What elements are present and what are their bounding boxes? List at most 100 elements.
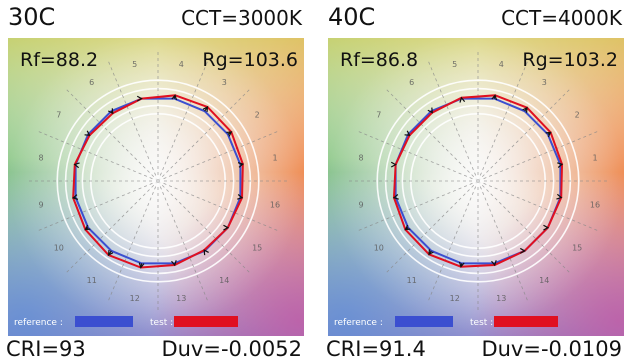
hue-bin-label: 4 [499,60,504,69]
hue-bin-label: 6 [409,78,414,87]
hue-bin-label: 5 [132,60,137,69]
legend-reference-label: reference : [14,318,63,328]
hue-bin-line [37,180,159,232]
hue-bin-label: 7 [56,111,61,120]
shift-arrow-head [404,130,411,136]
legend-test-swatch [174,316,238,327]
hue-bin-line [65,88,159,182]
panel-title: 30C [8,3,56,31]
hue-bin-label: 4 [179,60,184,69]
hue-bin-line [157,130,279,182]
chart-panel-30c: 30C CCT=3000K 1 2 3 4 5 6 7 8 9 10 11 12 13 14 15 16 Rf=… [6,0,306,364]
shift-arrow-head [237,162,245,168]
legend-reference-label: reference : [334,318,383,328]
hue-bin-line [427,180,479,302]
shift-arrow-head [428,249,434,256]
shift-arrow-head [543,224,550,231]
hue-bin-label: 15 [572,243,582,252]
shift-arrow-head [171,94,178,101]
shift-arrow-head [556,193,563,200]
shift-arrow-head [545,131,552,138]
plot-background-glow [328,38,624,336]
hue-bin-line [357,130,479,182]
hue-bin-line [65,180,159,274]
hue-bin-line [37,130,159,182]
shift-arrow-head [202,105,209,112]
reference-ring [401,104,555,258]
shift-arrow-head [84,130,91,136]
hue-bin-line [477,180,599,232]
hue-bin-line [385,88,479,182]
cct-label: CCT=3000K [181,6,302,30]
plot-background-glow [8,38,304,336]
shift-arrow-head [138,262,145,269]
panel-title: 40C [328,3,376,31]
hue-bin-line [477,60,529,182]
hue-bin-label: 2 [575,111,580,120]
hue-bin-label: 13 [496,294,506,303]
cri-label: CRI=93 [6,337,86,361]
hue-bin-label: 16 [270,200,280,209]
shift-arrow-head [108,108,114,115]
hue-bin-line [157,180,279,232]
hue-bin-line [157,88,251,182]
shift-arrow-head [427,107,433,114]
chart-panel-40c: 40C CCT=4000K 1 2 3 4 5 6 7 8 9 10 11 12 13 14 15 16 Rf=… [326,0,626,364]
hue-bin-label: 6 [89,78,94,87]
shift-arrow-head [459,96,466,103]
hue-bin-line [107,60,159,182]
rf-label: Rf=88.2 [20,49,98,71]
hue-bin-label: 8 [358,154,363,163]
shift-arrow-head [404,224,411,231]
hue-bin-line [357,180,479,232]
hue-bin-label: 12 [450,294,460,303]
shift-arrow-head [203,249,209,256]
cct-label: CCT=4000K [501,6,622,30]
shift-arrow-head [390,161,397,168]
hue-bin-line [477,88,571,182]
shift-arrow-head [136,95,143,102]
shift-arrow-head [519,247,526,254]
shift-arrow-head [458,261,465,268]
legend-test-label: test : [470,318,493,328]
shift-arrow-head [84,224,91,231]
hue-bin-label: 14 [539,276,549,285]
hue-bin-label: 15 [252,243,262,252]
legend-test-swatch [494,316,558,327]
legend-test-label: test : [150,318,173,328]
shift-arrow-head [392,194,399,200]
shift-arrow-head [171,260,177,267]
shift-arrow-head [557,162,564,168]
hue-bin-label: 5 [452,60,457,69]
hue-bin-line [157,180,251,274]
hue-bin-label: 2 [255,111,260,120]
reference-ring [81,104,235,258]
hue-bin-line [157,180,209,302]
hue-bin-label: 1 [592,154,597,163]
cri-label: CRI=91.4 [326,337,426,361]
shift-arrow-head [107,250,114,257]
legend-reference-swatch [395,316,453,327]
hue-bin-line [107,180,159,302]
hue-bin-label: 9 [358,200,363,209]
shift-arrow-head [522,106,528,113]
duv-label: Duv=-0.0109 [481,337,622,361]
hue-bin-label: 9 [38,200,43,209]
hue-bin-label: 10 [54,243,64,252]
shift-arrow-head [491,94,498,101]
hue-bin-label: 7 [376,111,381,120]
shift-arrow-head [73,162,80,169]
hue-bin-label: 1 [272,154,277,163]
shift-arrow-head [226,131,233,137]
reference-ring [56,79,260,283]
hue-bin-label: 3 [542,78,547,87]
hue-bin-label: 14 [219,276,229,285]
hue-bin-label: 12 [130,294,140,303]
hue-bin-line [477,130,599,182]
hue-bin-line [477,180,571,274]
hue-bin-label: 11 [407,276,417,285]
hue-bin-line [427,60,479,182]
color-vector-plot: 1 2 3 4 5 6 7 8 9 10 11 12 13 14 15 16 Rf=88.2 Rg=103.6 re… [8,38,304,336]
